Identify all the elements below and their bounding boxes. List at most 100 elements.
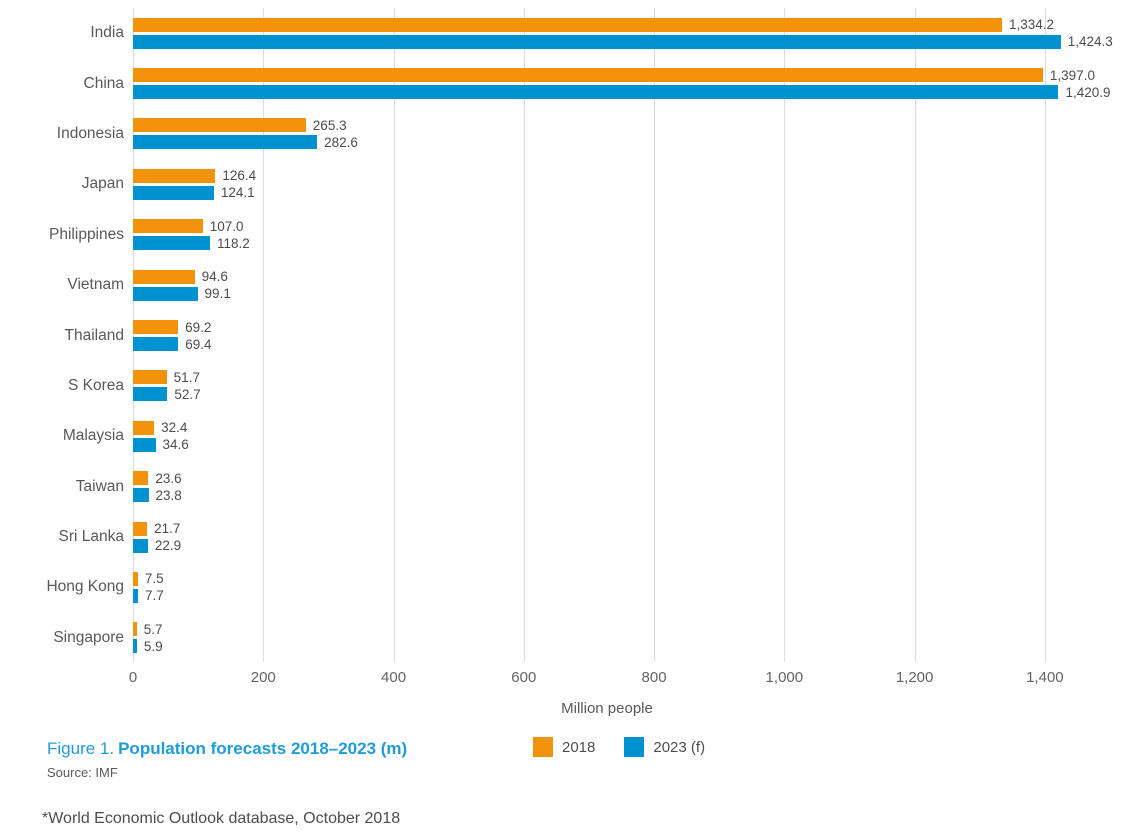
bar-value-label: 1,420.9 <box>1065 84 1111 100</box>
bar-2018 <box>133 68 1043 83</box>
x-tick-label: 1,000 <box>765 669 804 686</box>
chart-row: Philippines 107.0 118.2 <box>0 210 1139 260</box>
legend-swatch <box>533 737 553 757</box>
bar-line: 52.7 <box>133 387 1139 402</box>
chart-row: Sri Lanka 21.7 22.9 <box>0 512 1139 562</box>
footnote: *World Economic Outlook database, Octobe… <box>42 810 401 827</box>
bar-value-label: 7.5 <box>144 571 164 587</box>
category-label: Taiwan <box>75 477 124 495</box>
category-label: China <box>83 74 125 92</box>
chart-rows: India 1,334.2 1,424.3 China 1,397.0 1,420.9 In… <box>0 8 1139 663</box>
bar-value-label: 5.7 <box>143 621 163 637</box>
bar-line: 265.3 <box>133 117 1139 133</box>
chart-row: Taiwan 23.6 23.8 <box>0 462 1139 512</box>
legend: 2018 2023 (f) <box>533 737 705 757</box>
category-label: Philippines <box>49 225 124 243</box>
bar-line: 5.7 <box>133 621 1139 637</box>
x-tick-label: 0 <box>128 669 138 686</box>
bar-2023-f <box>133 337 179 352</box>
bar-value-label: 23.8 <box>155 487 182 503</box>
bar-line: 23.6 <box>133 470 1139 486</box>
x-tick-label: 400 <box>381 669 407 686</box>
figure-caption-title: Population forecasts 2018–2023 (m) <box>118 739 408 758</box>
bar-2023-f <box>133 236 210 251</box>
bar-line: 5.9 <box>133 639 1139 654</box>
gridline <box>263 8 265 662</box>
bar-line: 1,424.3 <box>133 34 1139 49</box>
bar-2023-f <box>133 488 149 503</box>
chart-row: Indonesia 265.3 282.6 <box>0 109 1139 159</box>
gridline <box>914 8 916 662</box>
bar-line: 69.2 <box>133 319 1139 335</box>
gridline <box>784 8 786 662</box>
bar-2023-f <box>133 639 137 654</box>
bar-value-label: 22.9 <box>154 538 182 554</box>
bar-value-label: 23.6 <box>155 470 182 486</box>
bar-line: 107.0 <box>133 219 1139 234</box>
bar-line: 99.1 <box>133 286 1139 302</box>
legend-item: 2018 <box>533 737 595 757</box>
bar-value-label: 118.2 <box>216 235 250 251</box>
bar-value-label: 1,397.0 <box>1049 67 1095 83</box>
bar-2018 <box>133 622 137 637</box>
bar-line: 1,334.2 <box>133 17 1139 33</box>
bar-2023-f <box>133 286 198 301</box>
bar-group: 1,334.2 1,424.3 <box>133 17 1139 49</box>
gridline <box>133 8 134 662</box>
bar-2018 <box>133 471 149 486</box>
bar-value-label: 69.4 <box>185 336 212 352</box>
chart-row: Hong Kong 7.5 7.7 <box>0 562 1139 612</box>
chart-row: India 1,334.2 1,424.3 <box>0 8 1139 58</box>
category-label: Hong Kong <box>46 578 124 596</box>
bar-2023-f <box>133 34 1061 49</box>
bar-line: 22.9 <box>133 538 1139 554</box>
bar-group: 107.0 118.2 <box>133 219 1139 251</box>
grid-layer <box>133 8 1110 662</box>
bar-2018 <box>133 521 148 536</box>
chart-row: Singapore 5.7 5.9 <box>0 613 1139 663</box>
bar-group: 7.5 7.7 <box>133 571 1139 604</box>
bar-line: 124.1 <box>133 185 1139 200</box>
bar-value-label: 51.7 <box>173 369 200 385</box>
bar-group: 69.2 69.4 <box>133 319 1139 352</box>
gridline <box>523 8 525 662</box>
legend-label: 2018 <box>562 738 596 756</box>
category-label: Malaysia <box>62 427 124 445</box>
chart-row: S Korea 51.7 52.7 <box>0 361 1139 411</box>
bar-line: 21.7 <box>133 521 1139 537</box>
category-label: Japan <box>81 175 124 193</box>
category-label: Singapore <box>53 628 124 646</box>
bar-value-label: 94.6 <box>201 269 228 285</box>
bar-value-label: 7.7 <box>145 588 164 604</box>
gridline <box>1044 8 1046 662</box>
category-label: Indonesia <box>56 124 124 142</box>
bar-2023-f <box>133 135 318 150</box>
bar-value-label: 21.7 <box>154 521 181 537</box>
x-tick-label: 1,200 <box>895 669 934 686</box>
bar-2018 <box>133 370 167 385</box>
legend-item: 2023 (f) <box>624 737 705 757</box>
bar-value-label: 99.1 <box>204 286 231 302</box>
bar-2018 <box>133 219 203 234</box>
bar-value-label: 1,334.2 <box>1009 17 1055 33</box>
bar-line: 32.4 <box>133 420 1139 435</box>
category-label: Vietnam <box>67 276 124 294</box>
bar-line: 126.4 <box>133 168 1139 183</box>
bar-line: 1,420.9 <box>133 84 1139 100</box>
bar-2023-f <box>133 538 148 553</box>
figure-caption-label: Figure 1. <box>47 739 115 758</box>
chart-row: Vietnam 94.6 99.1 <box>0 260 1139 310</box>
x-axis: 0 200 400 600 800 1,000 1,200 1,400 <box>0 669 1139 687</box>
legend-label: 2023 (f) <box>653 738 706 756</box>
x-axis-title: Million people <box>561 700 653 717</box>
bar-2018 <box>133 269 195 284</box>
bar-2018 <box>133 320 179 335</box>
bar-value-label: 265.3 <box>312 117 347 133</box>
bar-2023-f <box>133 185 214 200</box>
bar-group: 94.6 99.1 <box>133 269 1139 302</box>
x-tick-label: 600 <box>511 669 537 686</box>
bar-line: 51.7 <box>133 369 1139 385</box>
chart-row: China 1,397.0 1,420.9 <box>0 58 1139 108</box>
bar-value-label: 69.2 <box>185 319 212 335</box>
